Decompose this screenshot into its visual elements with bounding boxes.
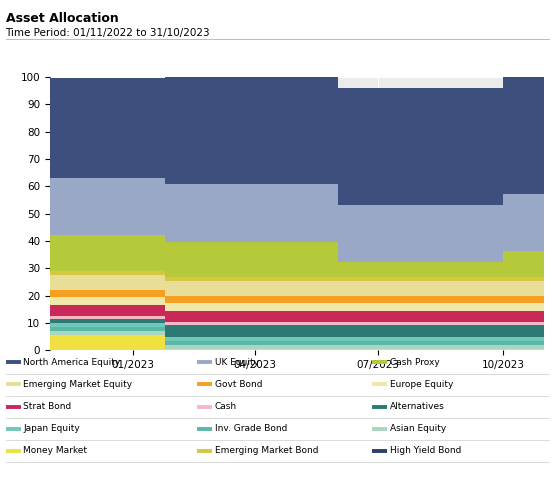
Text: Cash: Cash [215, 402, 237, 411]
Text: Govt Bond: Govt Bond [215, 380, 263, 389]
Text: High Yield Bond: High Yield Bond [390, 446, 461, 455]
Text: North America Equity: North America Equity [23, 358, 120, 367]
Text: Money Market: Money Market [23, 446, 87, 455]
Text: Asian Equity: Asian Equity [390, 424, 446, 433]
Text: Emerging Market Equity: Emerging Market Equity [23, 380, 133, 389]
Text: Time Period: 01/11/2022 to 31/10/2023: Time Period: 01/11/2022 to 31/10/2023 [6, 28, 210, 38]
Text: Strat Bond: Strat Bond [23, 402, 72, 411]
Text: Europe Equity: Europe Equity [390, 380, 453, 389]
Text: Japan Equity: Japan Equity [23, 424, 80, 433]
Text: Emerging Market Bond: Emerging Market Bond [215, 446, 318, 455]
Text: UK Equity: UK Equity [215, 358, 259, 367]
Text: Cash Proxy: Cash Proxy [390, 358, 440, 367]
Text: Inv. Grade Bond: Inv. Grade Bond [215, 424, 287, 433]
Text: Asset Allocation: Asset Allocation [6, 12, 118, 25]
Text: Alternatives: Alternatives [390, 402, 445, 411]
